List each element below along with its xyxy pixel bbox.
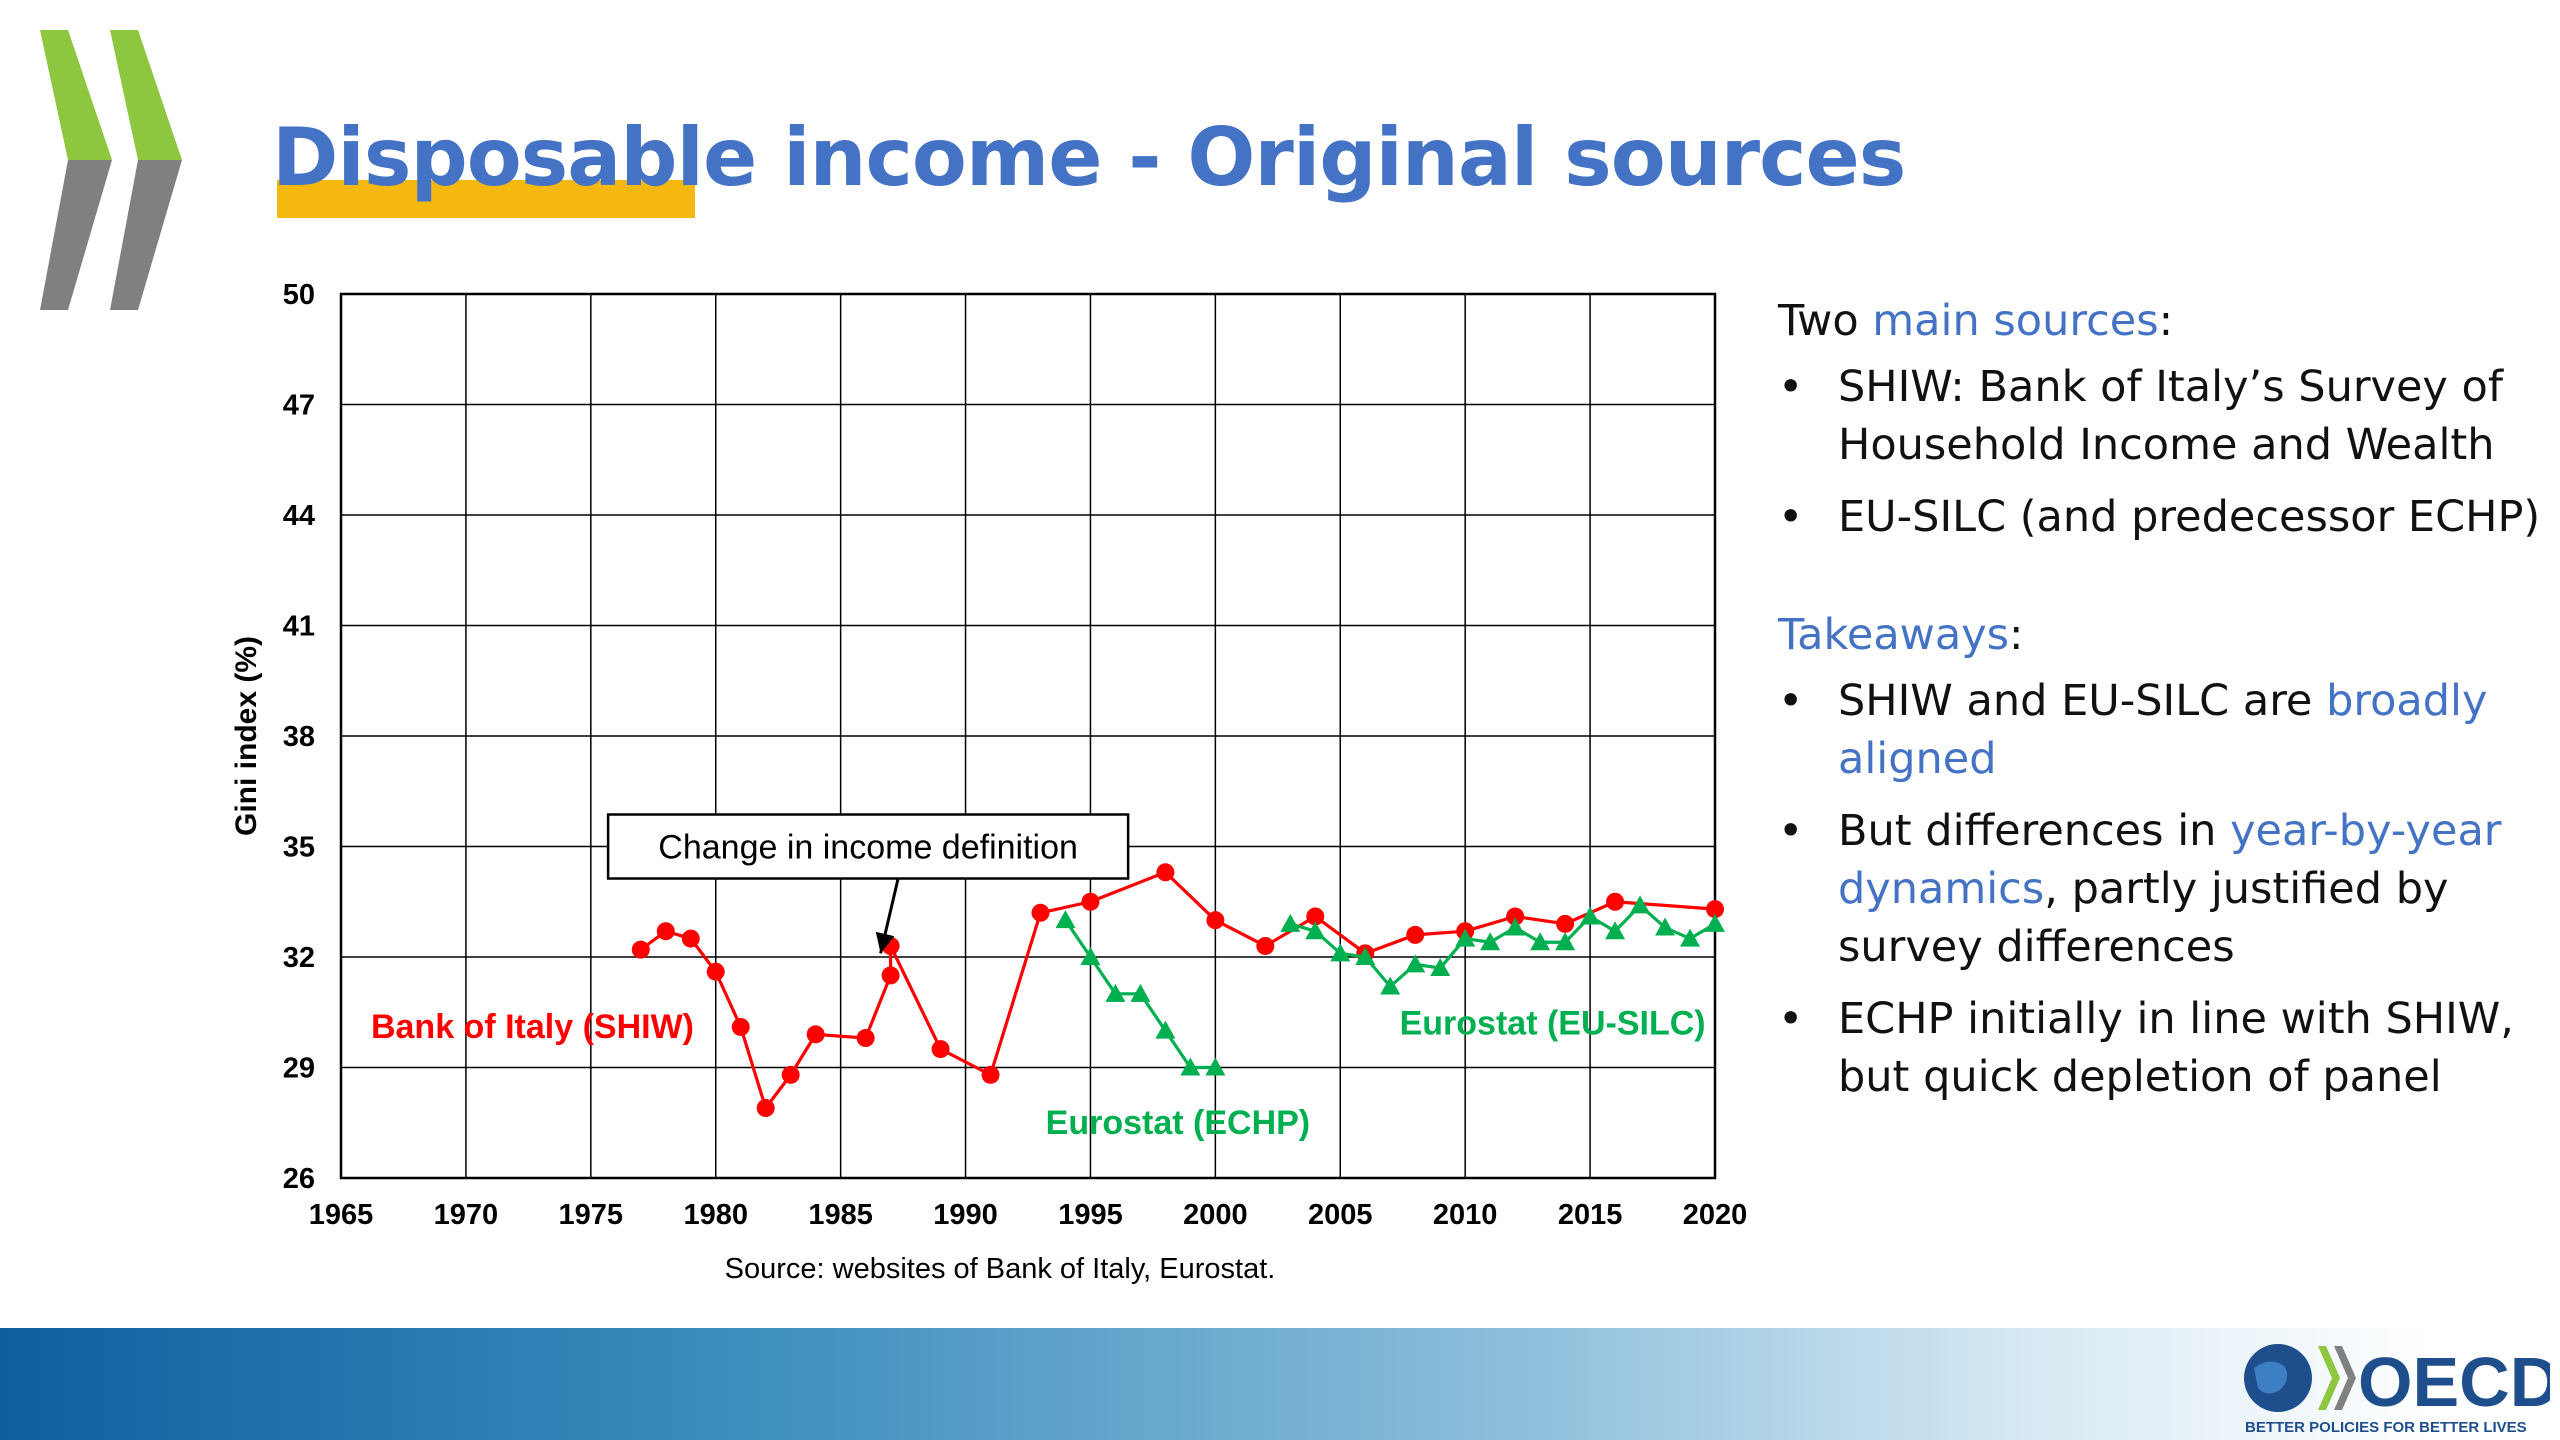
x-tick-label: 2000 (1183, 1199, 1248, 1231)
y-tick-label: 26 (283, 1163, 315, 1195)
data-point (856, 1029, 875, 1048)
series-label: Bank of Italy (SHIW) (371, 1008, 694, 1046)
data-point (1506, 907, 1525, 926)
data-point (1555, 932, 1576, 951)
x-tick-label: 2015 (1558, 1199, 1623, 1231)
data-point (1606, 892, 1625, 911)
y-tick-label: 44 (283, 500, 315, 532)
data-point (1355, 947, 1376, 965)
data-point (1280, 913, 1301, 932)
list-item: • But differences in year-by-year dynamic… (1778, 806, 2502, 972)
annotation-text: Change in income definition (658, 829, 1078, 867)
data-point (1156, 863, 1175, 882)
x-tick-label: 1995 (1058, 1199, 1123, 1231)
data-point (731, 1017, 750, 1036)
gini-chart: 1965 1970 1975 1980 1985 1990 1995 2000 2005 2010… (230, 279, 1748, 1231)
series-line (639, 870, 1716, 1110)
y-tick-label: 35 (283, 832, 315, 864)
data-point (1155, 1020, 1176, 1039)
side-panel: Two main sources: • SHIW: Bank of Italy’s… (1778, 292, 2558, 1166)
data-point (631, 940, 650, 959)
data-point (931, 1040, 950, 1059)
annotation-box (606, 813, 1130, 880)
chevron-logo-icon (40, 30, 182, 310)
x-tick-label: 2005 (1308, 1199, 1373, 1231)
data-point (1256, 936, 1275, 955)
data-point (1081, 892, 1100, 911)
data-point (1055, 910, 1076, 929)
x-tick-label: 2010 (1433, 1199, 1498, 1231)
data-point (1180, 1057, 1201, 1076)
data-point (1556, 914, 1575, 933)
x-tick-label: 1990 (933, 1199, 998, 1231)
data-point (1655, 917, 1676, 936)
x-tick-label: 2020 (1683, 1199, 1748, 1231)
chart-source-note: Source: websites of Bank of Italy, Euros… (724, 1253, 1276, 1285)
data-point (1080, 947, 1101, 965)
y-tick-label: 29 (283, 1053, 315, 1085)
x-tick-label: 1985 (808, 1199, 873, 1231)
series-label: Eurostat (ECHP) (1046, 1104, 1310, 1142)
data-point (1380, 976, 1401, 995)
sources-list: • SHIW: Bank of Italy’s Survey of Househo… (1778, 358, 2558, 546)
data-point (1306, 907, 1325, 926)
list-item: • SHIW and EU-SILC are broadly aligned (1778, 676, 2488, 784)
data-point (1330, 943, 1351, 962)
slide-title: Disposable income - Original sources (272, 111, 1906, 204)
data-point (1105, 983, 1126, 1002)
x-tick-label: 1970 (434, 1199, 499, 1231)
y-tick-label: 32 (283, 942, 315, 974)
data-point (656, 922, 675, 941)
x-tick-label: 1965 (309, 1199, 374, 1231)
data-point (1480, 932, 1501, 951)
data-point (1605, 921, 1626, 940)
data-point (1430, 958, 1451, 977)
data-point (1206, 911, 1225, 930)
data-point (1680, 928, 1701, 947)
takeaways-list: • SHIW and EU-SILC are broadly aligned • B… (1778, 672, 2558, 1106)
y-tick-label: 38 (283, 721, 315, 753)
data-point (981, 1065, 1000, 1084)
y-tick-label: 47 (283, 390, 315, 422)
data-point (781, 1065, 800, 1084)
takeaways-heading: Takeaways: (1778, 610, 2024, 660)
data-point (1530, 932, 1551, 951)
data-point (756, 1099, 775, 1118)
y-tick-label: 41 (283, 611, 315, 643)
footer-band (0, 1328, 2560, 1440)
series-label: Eurostat (EU-SILC) (1400, 1004, 1706, 1042)
x-tick-label: 1975 (559, 1199, 624, 1231)
data-point (1630, 895, 1651, 914)
list-item: • SHIW: Bank of Italy’s Survey of Househo… (1778, 362, 2503, 470)
data-point (1705, 913, 1725, 932)
data-point (1505, 917, 1526, 936)
y-tick-label: 50 (283, 279, 315, 311)
data-point (1405, 954, 1426, 973)
data-point (1455, 928, 1476, 947)
data-point (1305, 921, 1326, 940)
data-point (881, 966, 900, 985)
data-point (681, 929, 700, 948)
plot-frame (339, 292, 1717, 1180)
title-highlight (277, 180, 695, 218)
oecd-logo-icon: OECD (2244, 1343, 2550, 1420)
oecd-logo-text: OECD (2358, 1343, 2550, 1420)
x-tick-label: 1980 (683, 1199, 748, 1231)
data-point (1205, 1057, 1226, 1076)
sources-heading: Two main sources: (1778, 296, 2174, 346)
oecd-tagline: BETTER POLICIES FOR BETTER LIVES (2245, 1419, 2527, 1436)
data-point (1130, 983, 1151, 1002)
data-point (1406, 925, 1425, 944)
list-item: • ECHP initially in line with SHIW, but q… (1778, 994, 2514, 1102)
list-item: • EU-SILC (and predecessor ECHP) (1778, 492, 2541, 542)
data-point (706, 962, 725, 981)
annotation-arrowhead (875, 931, 895, 954)
data-point (806, 1025, 825, 1044)
data-point (1031, 903, 1050, 922)
y-axis-label: Gini index (%) (230, 636, 263, 836)
data-point (1706, 900, 1724, 919)
data-point (1580, 906, 1601, 925)
